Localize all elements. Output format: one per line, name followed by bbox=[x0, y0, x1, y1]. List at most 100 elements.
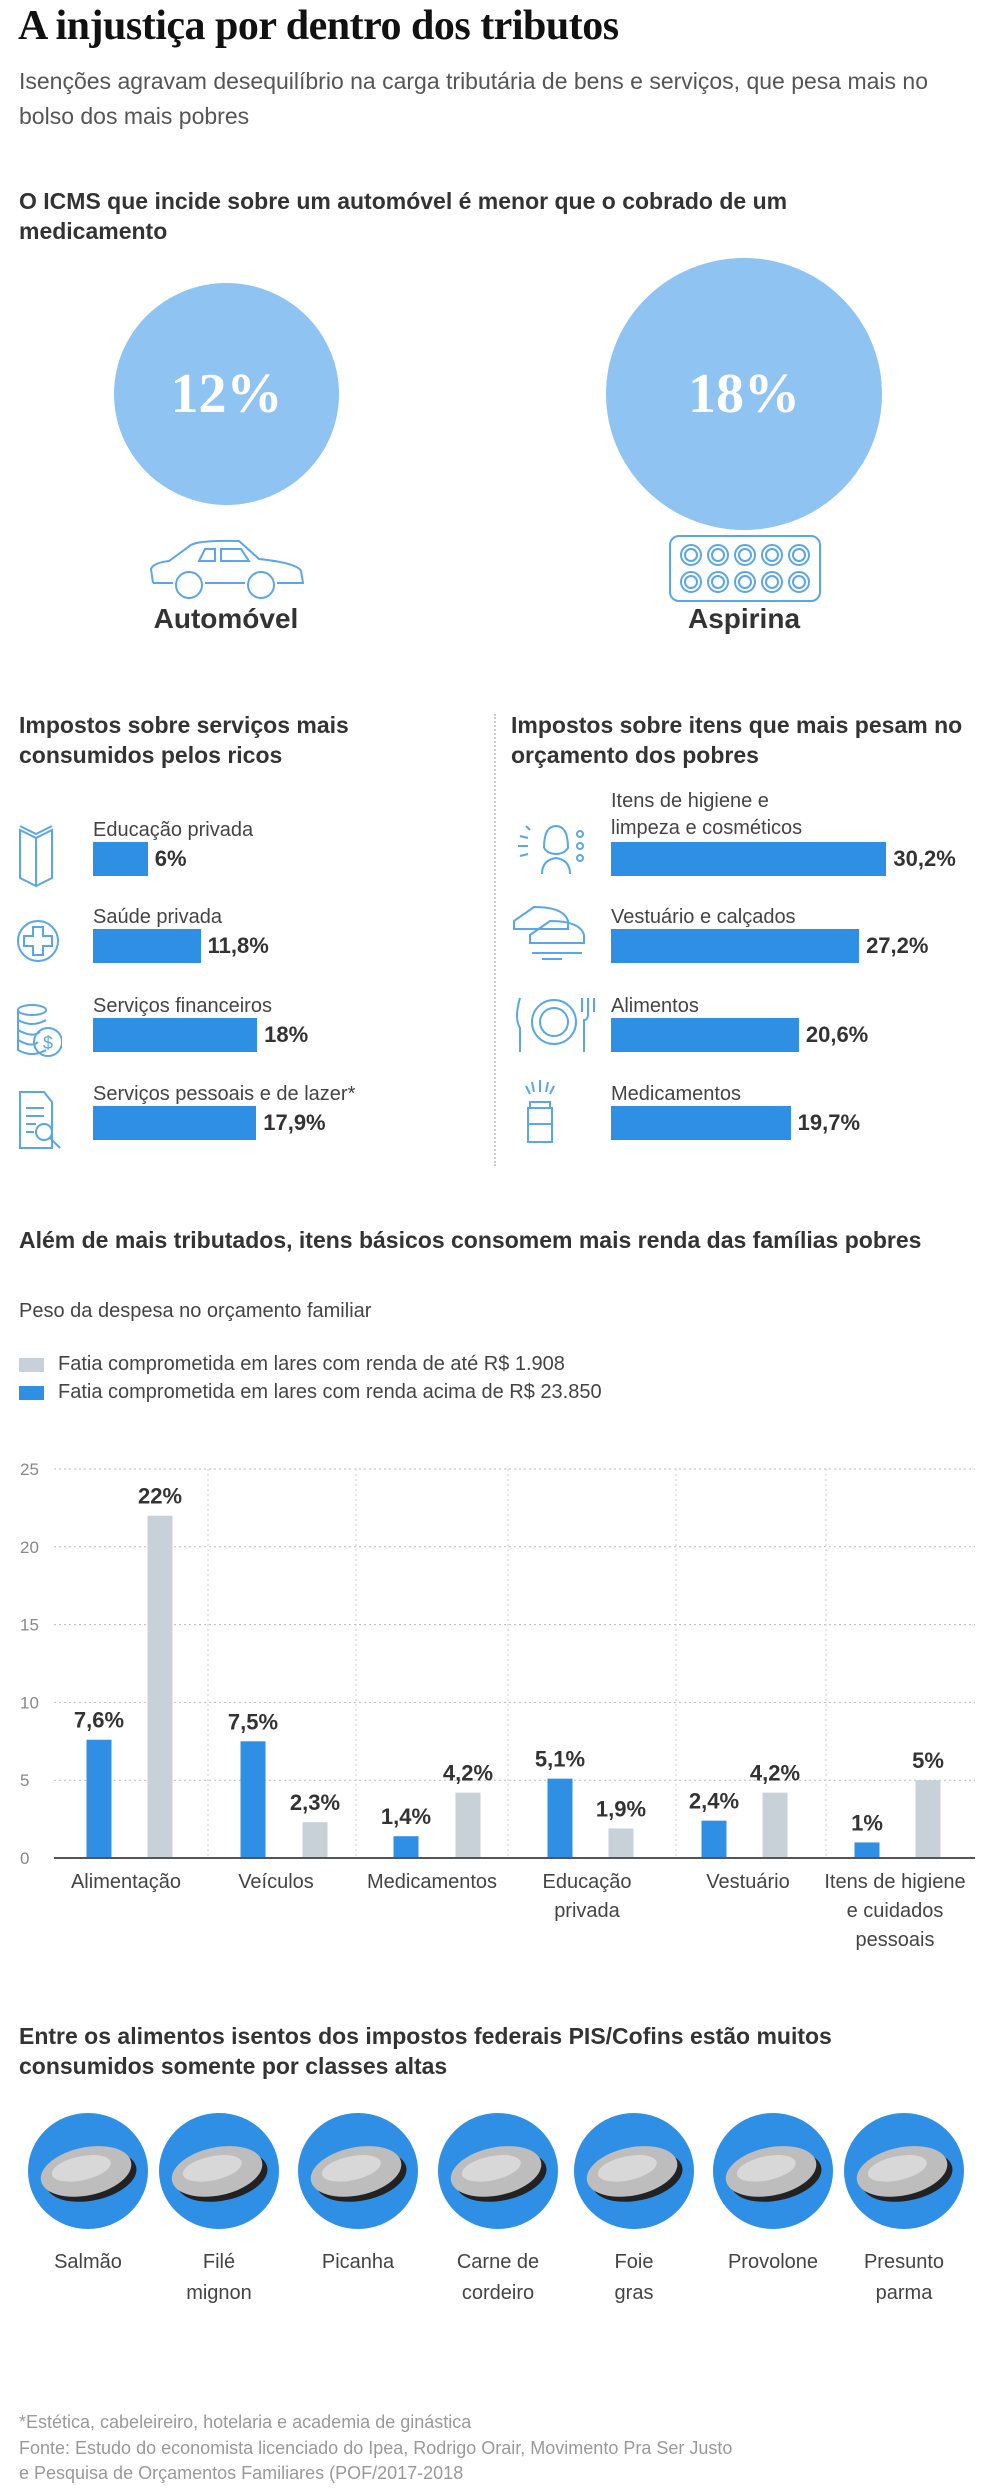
poor-item-value: 27,2% bbox=[866, 933, 929, 958]
rich-item-bar bbox=[93, 1106, 257, 1140]
food-label-line2: cordeiro bbox=[461, 2282, 535, 2304]
food-label-line2: gras bbox=[614, 2282, 654, 2304]
pill bbox=[707, 571, 729, 593]
rich-heading: Impostos sobre serviços mais consumidos … bbox=[19, 712, 349, 768]
food-photo bbox=[713, 2113, 833, 2229]
car-icon bbox=[149, 539, 305, 599]
poor-item-bar bbox=[611, 842, 887, 876]
source-line-2: e Pesquisa de Orçamentos Familiares (POF… bbox=[19, 2463, 464, 2483]
medicine-bottle-icon bbox=[525, 1080, 555, 1143]
poor-item-value: 20,6% bbox=[805, 1022, 869, 1047]
pill bbox=[680, 571, 702, 593]
rich-item-bar bbox=[93, 1018, 258, 1052]
aspirin-rate-value: 18% bbox=[688, 363, 800, 425]
pill-inner bbox=[738, 548, 752, 562]
bar-value-label: 1% bbox=[851, 1810, 883, 1835]
pill-inner bbox=[765, 575, 779, 589]
legend-high-income: Fatia comprometida em lares com renda ac… bbox=[58, 1381, 602, 1403]
poor-item-bar bbox=[611, 1106, 791, 1140]
bar-high-income bbox=[240, 1741, 266, 1858]
car-label: Automóvel bbox=[153, 603, 299, 634]
rich-item-label: Serviços pessoais e de lazer* bbox=[93, 1083, 356, 1105]
pill-inner bbox=[711, 548, 725, 562]
aspirin-label: Aspirina bbox=[687, 603, 801, 634]
poor-item-label: Vestuário e calçados bbox=[611, 906, 796, 928]
x-category-label: Vestuário bbox=[706, 1871, 789, 1893]
rich-item-value: 11,8% bbox=[207, 933, 269, 958]
footnote: *Estética, cabeleireiro, hotelaria e aca… bbox=[19, 2412, 472, 2432]
poor-item-label: Medicamentos bbox=[611, 1083, 742, 1105]
food-photo bbox=[574, 2113, 694, 2229]
bar-value-label: 7,5% bbox=[228, 1709, 278, 1734]
bar-value-label: 1,4% bbox=[381, 1804, 431, 1829]
pill bbox=[707, 544, 729, 566]
bar-low-income bbox=[915, 1780, 941, 1858]
rich-item-bar bbox=[93, 929, 201, 963]
food-label-line1: Carne de bbox=[456, 2251, 540, 2273]
bar-value-label: 2,3% bbox=[290, 1790, 340, 1815]
page-subtitle: Isenções agravam desequilíbrio na carga … bbox=[19, 68, 929, 129]
food-photo bbox=[28, 2113, 148, 2229]
document-search-icon bbox=[19, 1091, 61, 1149]
bar-low-income bbox=[762, 1792, 788, 1858]
x-category-label: Medicamentos bbox=[367, 1871, 497, 1893]
woman-hygiene-icon bbox=[518, 824, 584, 875]
poor-heading: Impostos sobre itens que mais pesam no o… bbox=[511, 712, 963, 768]
bar-high-income bbox=[86, 1739, 112, 1858]
bar-value-label: 22% bbox=[138, 1484, 182, 1509]
source-line-1: Fonte: Estudo do economista licenciado d… bbox=[19, 2438, 733, 2458]
pill-inner bbox=[792, 575, 806, 589]
pill bbox=[680, 544, 702, 566]
rich-item-value: 6% bbox=[154, 846, 187, 871]
y-tick-label: 20 bbox=[20, 1538, 39, 1557]
icms-heading: O ICMS que incide sobre um automóvel é m… bbox=[19, 188, 788, 244]
bar-high-income bbox=[393, 1836, 419, 1858]
food-label-line1: Picanha bbox=[321, 2251, 395, 2273]
food-photo bbox=[298, 2113, 418, 2229]
chart-subtitle: Peso da despesa no orçamento familiar bbox=[19, 1300, 372, 1322]
y-tick-label: 0 bbox=[20, 1849, 29, 1868]
bar-value-label: 7,6% bbox=[74, 1708, 124, 1733]
page-title: A injustiça por dentro dos tributos bbox=[18, 3, 619, 49]
food-label-line1: Presunto bbox=[863, 2251, 945, 2273]
rich-item-label: Serviços financeiros bbox=[93, 995, 272, 1017]
rich-item-value: 18% bbox=[264, 1022, 309, 1047]
food-label-line1: Salmão bbox=[54, 2251, 122, 2273]
pill-inner bbox=[684, 575, 698, 589]
food-label-line1: Filé bbox=[202, 2251, 236, 2273]
x-category-label: pessoais bbox=[856, 1929, 935, 1951]
bar-low-income bbox=[147, 1515, 173, 1858]
foods-heading: Entre os alimentos isentos dos impostos … bbox=[19, 2023, 832, 2079]
bar-value-label: 4,2% bbox=[750, 1761, 800, 1786]
book-icon bbox=[19, 825, 53, 888]
bar-high-income bbox=[854, 1842, 880, 1858]
pill-inner bbox=[711, 575, 725, 589]
poor-item-value: 30,2% bbox=[893, 846, 956, 871]
car-rate-value: 12% bbox=[170, 363, 283, 425]
poor-item-label: Alimentos bbox=[611, 995, 699, 1017]
food-label-line1: Foie bbox=[614, 2251, 654, 2273]
bar-value-label: 1,9% bbox=[596, 1796, 646, 1821]
pill-inner bbox=[738, 575, 752, 589]
bar-high-income bbox=[701, 1820, 727, 1858]
pill bbox=[788, 544, 810, 566]
legend-low-income: Fatia comprometida em lares com renda de… bbox=[58, 1353, 565, 1375]
pill bbox=[761, 571, 783, 593]
legend-swatch-low-income bbox=[19, 1358, 44, 1372]
poor-item-label-line1: Itens de higiene e bbox=[611, 790, 769, 812]
poor-item-bar bbox=[611, 1018, 799, 1052]
poor-item-label-line2: limpeza e cosméticos bbox=[611, 817, 803, 839]
rich-item-value: 17,9% bbox=[263, 1110, 326, 1135]
food-label-line2: mignon bbox=[186, 2282, 252, 2304]
medical-cross-icon bbox=[17, 920, 59, 962]
y-tick-label: 25 bbox=[20, 1460, 39, 1479]
bar-high-income bbox=[547, 1778, 573, 1858]
pill bbox=[734, 571, 756, 593]
bar-low-income bbox=[302, 1822, 328, 1858]
bar-chart: 0 5 10 15 20 25 7,6% 7,5% 1,4% 5,1% 2,4% 1% 22% 2,3% 4… bbox=[20, 1460, 975, 1951]
bar-low-income bbox=[455, 1792, 481, 1858]
x-category-label: Alimentação bbox=[71, 1871, 181, 1893]
pill-inner bbox=[684, 548, 698, 562]
food-photo bbox=[844, 2113, 964, 2229]
x-category-label: privada bbox=[554, 1900, 620, 1922]
